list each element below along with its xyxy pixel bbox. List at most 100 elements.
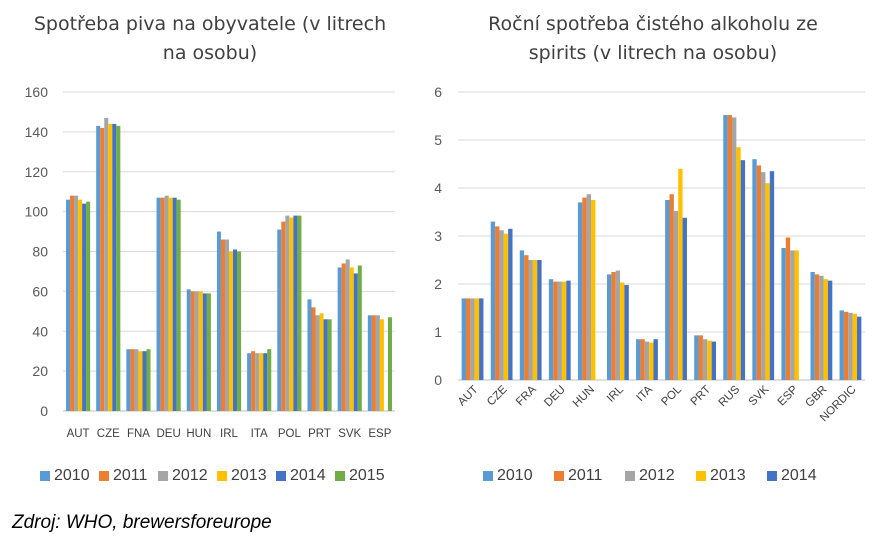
bar-CZE-2015 [116,125,121,412]
chart-title-line: Roční spotřeba čistého alkoholu ze [488,13,818,35]
bar-PRT-2011 [311,307,316,411]
legend: 2010 2011 2012 2013 2014 [483,467,817,484]
legend-label-2011: 2011 [568,467,603,484]
bar-GBR-2013 [823,279,828,380]
bar-DEU-2013 [168,197,173,411]
bar-FRA-2012 [528,260,533,380]
x-tick-label: CZE [485,383,510,408]
bar-PRT-2011 [698,335,703,380]
beer-consumption-svg: Spotřeba piva na obyvatele (v litrech na … [25,13,395,484]
legend-swatch-2011 [99,471,109,481]
bar-ESP-2011 [785,237,791,380]
bar-AUT-2011 [70,195,75,411]
legend-swatch-2014 [276,471,286,481]
x-tick-label: POL [278,428,302,440]
bar-HUN-2011 [190,291,195,411]
bar-IRL-2014 [233,249,238,411]
bar-SVK-2013 [765,183,770,380]
legend-label-2012: 2012 [639,467,675,484]
bar-SVK-2014 [769,171,775,380]
x-tick-label: SVK [338,428,361,440]
bar-GBR-2014 [827,280,833,380]
bar-CZE-2014 [112,123,117,412]
bar-FNA-2010 [126,349,131,411]
x-tick-label: HUN [571,384,597,410]
legend-label-2013: 2013 [710,467,746,484]
bar-CZE-2011 [100,127,105,411]
legend-label-2015: 2015 [349,467,385,484]
bar-DEU-2011 [553,281,558,380]
bar-HUN-2013 [591,200,596,380]
bar-AUT-2013 [78,199,83,411]
bar-ESP-2012 [375,315,380,411]
bar-NORDIC-2013 [852,313,858,380]
x-tick-label: POL [659,383,684,408]
x-tick-label: GBR [803,384,829,410]
x-tick-label: RUS [717,383,743,409]
chart-title-line: na osobu) [163,42,257,64]
y-tick-label: 0 [40,403,48,419]
legend-label-2013: 2013 [231,467,267,484]
bar-ESP-2012 [790,250,795,380]
bar-IRL-2013 [229,251,234,411]
bar-CZE-2011 [495,226,500,380]
spirits-consumption-chart: Roční spotřeba čistého alkoholu ze spirit… [430,0,873,500]
bar-GBR-2011 [814,274,820,380]
legend-swatch-2011 [554,471,564,481]
bar-RUS-2011 [727,115,732,380]
bar-ITA-2011 [251,351,256,411]
bar-POL-2012 [285,215,290,411]
bar-AUT-2010 [66,199,71,411]
legend-swatch-2010 [40,471,50,481]
legend-swatch-2012 [158,471,168,481]
x-tick-label: FNA [127,428,150,440]
y-tick-label: 40 [32,323,48,339]
y-tick-label: 60 [32,283,48,299]
bar-ITA-2013 [649,342,654,380]
bar-FNA-2012 [134,349,139,411]
x-tick-label: ESP [368,428,391,440]
bar-ITA-2012 [255,353,260,411]
legend-label-2012: 2012 [172,467,208,484]
bar-ITA-2010 [636,339,641,380]
x-tick-label: IRL [605,383,627,405]
bar-CZE-2012 [104,117,109,411]
legend: 2010 2011 2012 2013 2014 2015 [40,467,385,484]
bar-ITA-2012 [644,341,650,380]
bar-NORDIC-2011 [843,311,849,380]
bar-POL-2011 [281,221,286,411]
source-note: Zdroj: WHO, brewersforeurope [12,512,272,533]
spirits-consumption-svg: Roční spotřeba čistého alkoholu ze spirit… [434,13,865,484]
bar-DEU-2012 [557,281,562,380]
bar-NORDIC-2014 [857,316,862,380]
legend-label-2014: 2014 [781,467,817,484]
bar-HUN-2014 [202,293,207,411]
bar-IRL-2011 [611,272,616,380]
bar-POL-2011 [669,194,674,380]
bar-HUN-2015 [206,293,211,411]
bar-DEU-2011 [160,197,165,411]
bar-CZE-2014 [508,228,513,380]
bar-ESP-2015 [387,317,392,411]
bar-IRL-2010 [606,274,612,380]
bar-SVK-2015 [357,265,362,411]
bar-CZE-2010 [96,125,101,412]
bar-DEU-2013 [561,281,567,380]
bar-ESP-2010 [367,315,372,411]
bar-SVK-2012 [345,259,350,411]
bar-SVK-2013 [349,267,354,411]
bar-SVK-2011 [756,165,762,380]
bar-POL-2012 [673,211,679,380]
legend-label-2014: 2014 [290,467,326,484]
bar-DEU-2015 [176,199,181,411]
bar-IRL-2011 [220,239,225,411]
bar-PRT-2013 [707,340,712,380]
bar-FRA-2011 [524,255,529,380]
bar-ESP-2013 [379,319,384,411]
bar-DEU-2014 [172,197,177,411]
y-tick-label: 3 [434,228,442,244]
bar-RUS-2012 [731,117,737,380]
bar-DEU-2010 [548,279,554,380]
legend-swatch-2014 [767,471,777,481]
bar-IRL-2013 [620,282,625,380]
